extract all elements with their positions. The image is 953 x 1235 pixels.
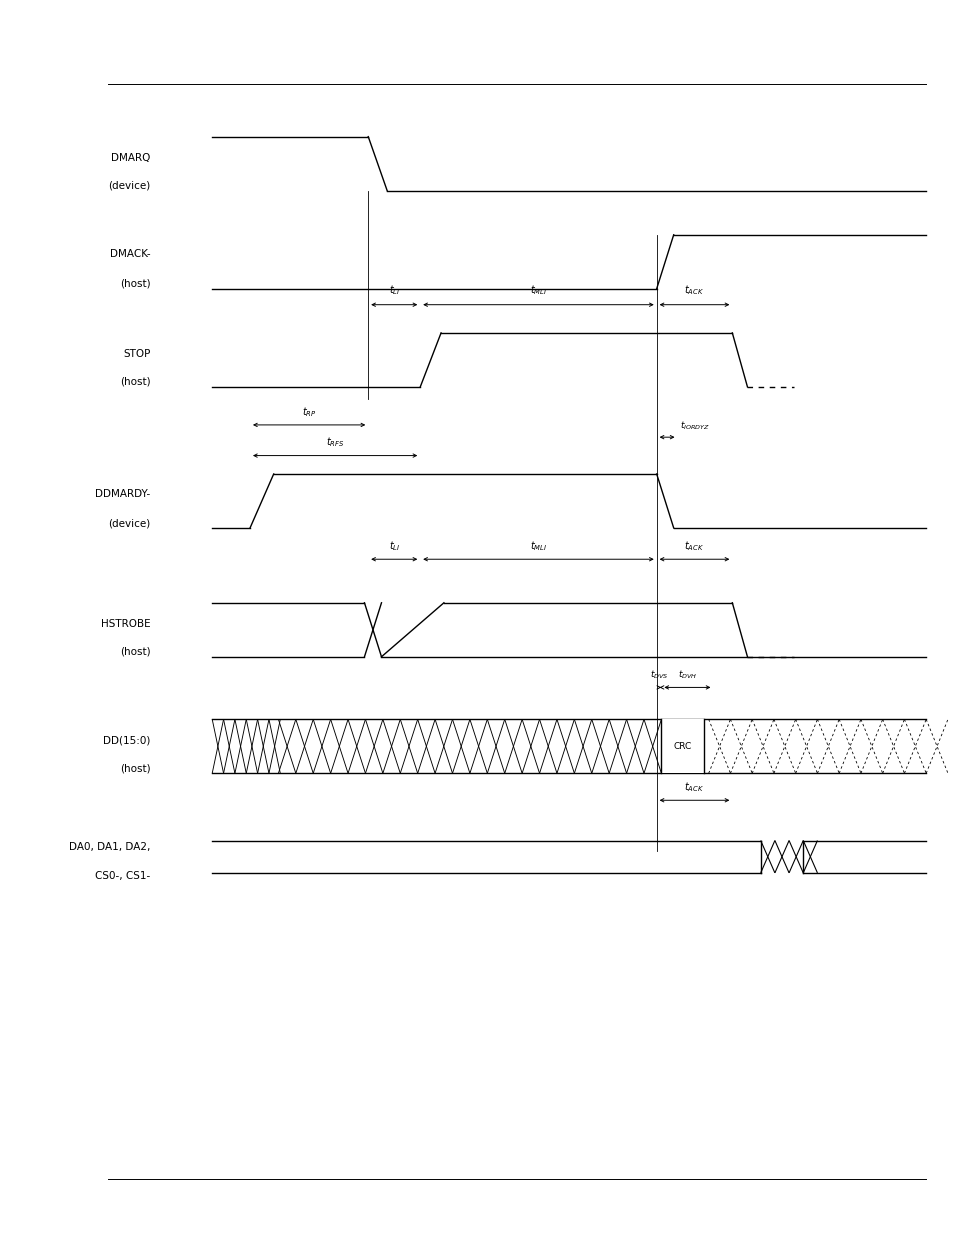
Text: CS0-, CS1-: CS0-, CS1- [95,872,151,882]
Text: $t_{MLI}$: $t_{MLI}$ [529,284,547,298]
Text: STOP: STOP [123,348,151,358]
Text: $t_{ACK}$: $t_{ACK}$ [683,781,704,794]
Text: DMACK-: DMACK- [110,249,151,259]
Text: (host): (host) [120,763,151,773]
Text: $t_{LI}$: $t_{LI}$ [388,284,399,298]
Text: DA0, DA1, DA2,: DA0, DA1, DA2, [70,842,151,852]
Text: HSTROBE: HSTROBE [101,619,151,629]
Text: (host): (host) [120,647,151,657]
Text: $t_{DVS}$: $t_{DVS}$ [649,669,668,682]
Text: (device): (device) [109,180,151,190]
Bar [660,719,703,773]
Text: $t_{IORDYZ}$: $t_{IORDYZ}$ [679,420,709,432]
Text: (host): (host) [120,279,151,289]
Text: $t_{MLI}$: $t_{MLI}$ [529,540,547,553]
Text: DMARQ: DMARQ [112,152,151,163]
Text: DDMARDY-: DDMARDY- [95,489,151,499]
Text: CRC: CRC [673,742,691,751]
Text: $t_{ACK}$: $t_{ACK}$ [683,284,704,298]
Text: $t_{LI}$: $t_{LI}$ [388,540,399,553]
Text: $t_{DVH}$: $t_{DVH}$ [677,669,697,682]
Text: $t_{ACK}$: $t_{ACK}$ [683,540,704,553]
Text: $t_{RP}$: $t_{RP}$ [301,405,316,419]
Text: DD(15:0): DD(15:0) [103,735,151,745]
Text: $t_{RFS}$: $t_{RFS}$ [326,436,344,450]
Text: (device): (device) [109,517,151,529]
Text: (host): (host) [120,377,151,387]
